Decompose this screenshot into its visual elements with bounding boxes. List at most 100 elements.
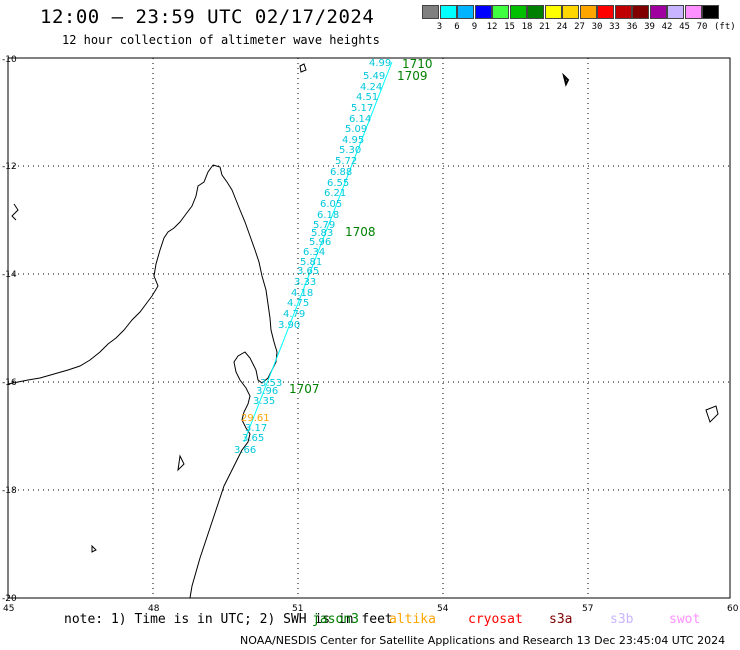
- satellite-swot: swot: [669, 612, 701, 627]
- legend-unit: (ft): [714, 22, 736, 32]
- legend-swatch: [457, 5, 474, 19]
- swh-label: 6.34: [303, 247, 325, 258]
- swh-label: 3.33: [294, 277, 316, 288]
- legend-label: 24: [556, 22, 568, 32]
- swh-label: 4.51: [356, 92, 378, 103]
- swh-label: 5.96: [309, 237, 331, 248]
- legend-label: 70: [696, 22, 708, 32]
- legend-swatch: [474, 5, 492, 19]
- swh-label: 3.66: [234, 445, 256, 456]
- legend-label: 39: [644, 22, 655, 32]
- lat-label-20: -20: [2, 594, 17, 604]
- lon-label-57: 57: [582, 604, 593, 614]
- satellite-s3b: s3b: [610, 612, 634, 627]
- swh-label: 4.24: [360, 82, 382, 93]
- swh-label: 6.05: [320, 199, 342, 210]
- swh-label: 3.65: [242, 433, 264, 444]
- swh-label: 5.72: [335, 156, 357, 167]
- graticule: [8, 58, 730, 598]
- lat-label-14: -14: [2, 270, 17, 280]
- swh-label: 6.88: [330, 167, 352, 178]
- legend-swatch: [562, 5, 579, 19]
- swh-label: 4.99: [369, 58, 391, 69]
- legend-label: 30: [591, 22, 603, 32]
- legend-label: 18: [521, 22, 533, 32]
- swh-label: 5.30: [339, 145, 361, 156]
- island-europa: [177, 454, 185, 472]
- legend-label: 45: [679, 22, 690, 32]
- legend-label: 21: [539, 22, 550, 32]
- altimeter-track: [243, 61, 393, 443]
- lat-label-10: -10: [2, 55, 17, 65]
- swh-label: 5.49: [363, 71, 385, 82]
- map-subtitle: 12 hour collection of altimeter wave hei…: [62, 33, 380, 47]
- swh-label: 5.17: [351, 103, 373, 114]
- latitude-labels: -10 -12 -14 -16 -18 -20: [2, 55, 17, 604]
- satellite-altika: altika: [389, 612, 436, 627]
- legend-swatch: [632, 5, 649, 19]
- island-small-2: [91, 544, 97, 553]
- swh-label: 5.83: [311, 228, 333, 239]
- lon-label-48: 48: [148, 604, 160, 614]
- swh-labels: 4.99 5.494.244.515.176.145.094.955.305.72…: [234, 58, 391, 456]
- lat-label-18: -18: [2, 486, 17, 496]
- swh-label: 6.14: [349, 114, 371, 125]
- swh-label: 5.79: [313, 220, 335, 231]
- lon-label-45: 45: [3, 604, 14, 614]
- footer-note: note: 1) Time is in UTC; 2) SWH is in fe…: [64, 612, 393, 627]
- legend-label: 15: [504, 22, 515, 32]
- madagascar-coastline: [189, 164, 278, 599]
- island-aldabra: [299, 63, 307, 73]
- swh-label: 4.95: [342, 135, 364, 146]
- pass-time-labels: 1710 1709 1708 1707: [289, 57, 433, 396]
- legend-swatch: [614, 5, 632, 19]
- island-small: [562, 72, 570, 87]
- legend-swatch: [684, 5, 702, 19]
- longitude-labels: 45 48 51 54 57 60: [3, 604, 739, 614]
- legend-label: 42: [661, 22, 673, 32]
- legend-label: 9: [471, 22, 478, 32]
- swh-label: 3.17: [245, 423, 267, 434]
- swh-label: 3.90: [278, 320, 300, 331]
- island-comoros: [11, 203, 19, 221]
- legend-label: 6: [454, 22, 460, 32]
- swh-label: 6.21: [324, 188, 346, 199]
- legend-swatch: [544, 5, 562, 19]
- satellite-cryosat: cryosat: [468, 612, 523, 627]
- lon-label-60: 60: [727, 604, 739, 614]
- pass-time-1707: 1707: [289, 382, 320, 396]
- swh-label: 3.96: [256, 386, 278, 397]
- legend-swatch: [649, 5, 667, 19]
- madagascar-west-coast: [7, 164, 214, 385]
- swh-label: 3.65: [297, 266, 319, 277]
- satellite-s3a: s3a: [549, 612, 573, 627]
- pass-time-1709: 1709: [397, 69, 428, 83]
- pass-time-1708: 1708: [345, 225, 376, 239]
- legend-swatch: [527, 5, 544, 19]
- lat-label-12: -12: [2, 162, 17, 172]
- legend-swatch: [422, 5, 439, 19]
- legend-swatch: [509, 5, 527, 19]
- map-title: 12:00 – 23:59 UTC 02/17/2024: [40, 6, 375, 28]
- legend-swatch: [597, 5, 614, 19]
- island-mauritius: [705, 405, 719, 423]
- legend-label: 3: [436, 22, 443, 32]
- legend-swatch: [439, 5, 457, 19]
- legend-label: 36: [626, 22, 638, 32]
- lon-label-51: 51: [292, 604, 303, 614]
- legend-swatch: [667, 5, 684, 19]
- swh-label: 5.09: [345, 124, 367, 135]
- satellite-jason3: jason3: [312, 612, 359, 627]
- map-frame: [7, 57, 731, 599]
- pass-time-1710: 1710: [402, 57, 433, 71]
- swh-label: 4.75: [287, 298, 309, 309]
- swh-label: 4.18: [291, 288, 313, 299]
- legend-label: 33: [609, 22, 620, 32]
- credit-line: NOAA/NESDIS Center for Satellite Applica…: [240, 634, 726, 647]
- lat-label-16: -16: [2, 378, 17, 388]
- legend-swatch: [702, 5, 719, 19]
- legend-label: 12: [486, 22, 498, 32]
- swh-label: 4.79: [283, 309, 305, 320]
- legend-label: 27: [574, 22, 585, 32]
